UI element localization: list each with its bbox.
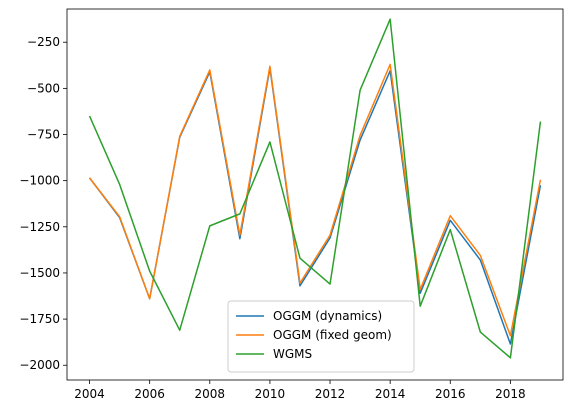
series-layer <box>88 18 542 359</box>
series-line-1 <box>88 63 542 337</box>
legend-label: OGGM (fixed geom) <box>273 328 392 342</box>
y-tick-label: −1500 <box>19 266 60 280</box>
x-tick-label: 2014 <box>375 387 406 401</box>
series-line-2 <box>88 18 542 359</box>
x-tick-label: 2004 <box>74 387 105 401</box>
axes-frame <box>66 8 564 381</box>
x-tick-label: 2012 <box>315 387 346 401</box>
y-tick-label: −2000 <box>19 358 60 372</box>
legend-label: WGMS <box>273 347 312 361</box>
legend-label: OGGM (dynamics) <box>273 309 382 323</box>
y-tick-label: −250 <box>27 35 60 49</box>
y-tick-label: −500 <box>27 81 60 95</box>
legend: OGGM (dynamics) OGGM (fixed geom) WGMS <box>227 300 415 373</box>
x-axis: 2004 2006 2008 2010 2012 2014 2016 2018 <box>74 380 526 401</box>
y-tick-label: −1000 <box>19 174 60 188</box>
x-tick-label: 2006 <box>134 387 165 401</box>
x-tick-label: 2016 <box>435 387 466 401</box>
legend-box <box>227 300 415 373</box>
x-tick-label: 2018 <box>495 387 526 401</box>
y-tick-label: −750 <box>27 128 60 142</box>
y-tick-label: −1750 <box>19 312 60 326</box>
x-tick-label: 2010 <box>255 387 286 401</box>
x-tick-label: 2008 <box>195 387 226 401</box>
y-axis: −250 −500 −750 −1000 −1250 −1500 −1750 −2000 <box>19 35 67 372</box>
y-tick-label: −1250 <box>19 220 60 234</box>
